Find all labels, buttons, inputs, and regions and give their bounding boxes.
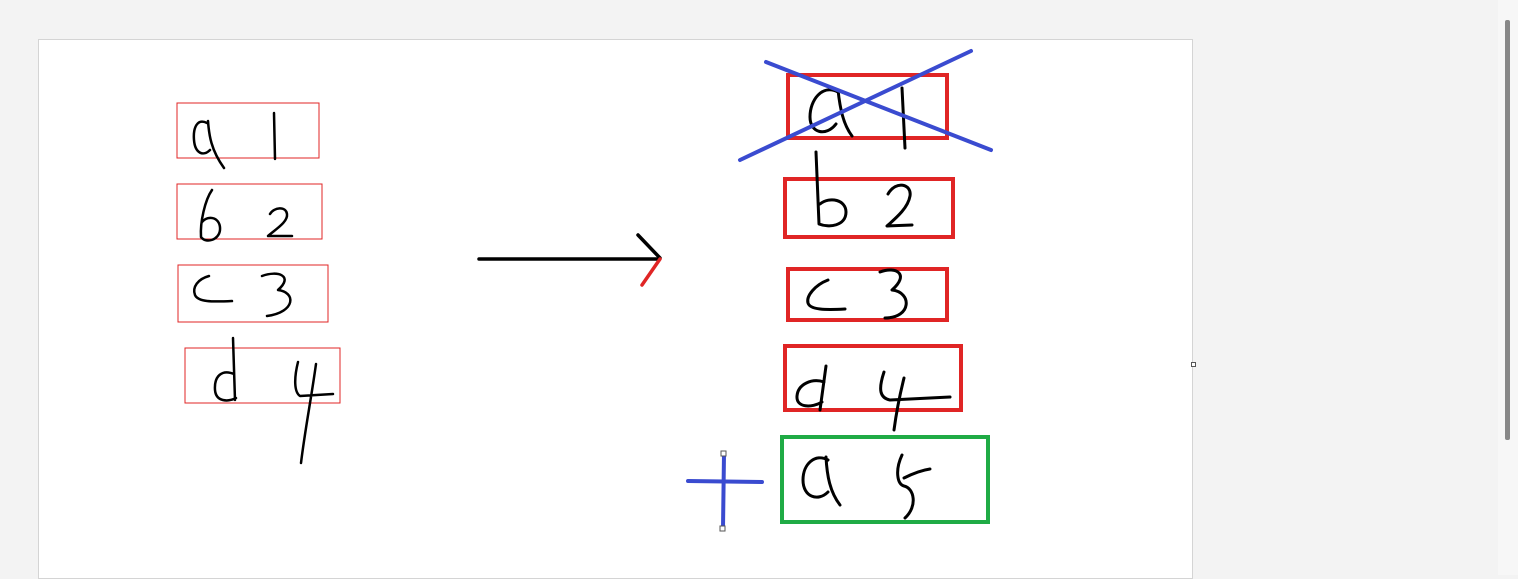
plus-handle-bottom[interactable]	[719, 525, 726, 532]
left-row-value-glyph	[266, 207, 294, 238]
cross-stroke-2	[738, 49, 973, 162]
right-row-a-1	[786, 73, 949, 150]
right-row-key-glyph	[795, 364, 828, 412]
left-row-value-glyph	[294, 360, 335, 465]
left-row-box	[176, 183, 323, 240]
left-row-key-glyph	[193, 274, 234, 303]
right-row-box-added	[780, 435, 990, 524]
right-row-key-glyph	[808, 88, 854, 138]
blue-plus-icon	[686, 450, 764, 532]
right-row-value-glyph	[885, 183, 914, 228]
left-table	[176, 102, 341, 465]
right-row-key-glyph	[814, 150, 848, 228]
right-row-value-glyph	[879, 370, 952, 432]
left-row-box	[184, 347, 341, 404]
right-arrow-icon	[477, 233, 662, 287]
right-row-box	[786, 267, 949, 322]
left-row-box	[177, 264, 329, 323]
left-row-box	[176, 102, 320, 159]
plus-vertical	[721, 452, 726, 530]
right-row-key-glyph	[806, 278, 847, 311]
right-row-box	[786, 73, 949, 140]
right-row-box	[783, 344, 963, 412]
right-row-value-glyph	[896, 453, 932, 520]
right-row-b-2	[783, 150, 955, 239]
canvas-resize-handle[interactable]	[1191, 362, 1196, 367]
left-row-value-glyph	[260, 272, 292, 318]
left-row-key-glyph	[213, 336, 238, 402]
left-row-key-glyph	[199, 188, 222, 242]
left-row-b-2	[176, 183, 323, 242]
right-row-c-3	[786, 267, 949, 322]
right-row-d-4	[783, 344, 963, 432]
right-row-a-5	[780, 435, 990, 524]
right-row-box	[783, 177, 955, 239]
right-table	[686, 49, 993, 532]
plus-handle-top[interactable]	[720, 450, 727, 457]
vertical-scrollbar[interactable]	[1505, 20, 1510, 440]
right-row-value-glyph	[878, 268, 908, 320]
blue-cross-icon	[738, 49, 993, 162]
arrow-head-lower	[640, 257, 662, 287]
right-row-key-glyph	[801, 455, 842, 507]
right-row-value-glyph	[900, 86, 907, 150]
drawing-canvas[interactable]	[38, 39, 1193, 579]
left-row-key-glyph	[192, 119, 226, 170]
cross-stroke-1	[764, 60, 993, 152]
arrow-head-upper	[636, 233, 662, 260]
left-row-d-4	[184, 336, 341, 465]
left-row-c-3	[177, 264, 329, 323]
left-row-a-1	[176, 102, 320, 170]
left-row-value-glyph	[272, 111, 277, 161]
